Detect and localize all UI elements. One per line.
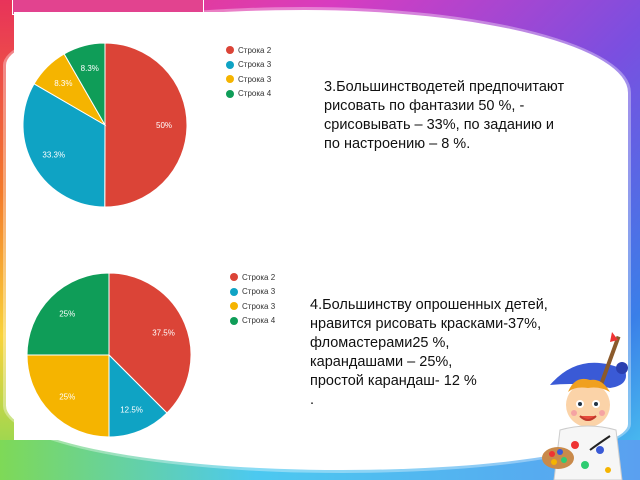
pie-chart-1: 50% 33.3% 8.3% 8.3% — [22, 42, 188, 208]
legend-item: Строка 4 — [230, 314, 275, 329]
legend-item: Строка 2 — [226, 43, 271, 58]
legend-item: Строка 3 — [226, 72, 271, 87]
legend-label: Строка 4 — [238, 89, 272, 99]
text-line: рисовать по фантазии 50 %, - — [324, 98, 525, 114]
text-line: фломастерами25 %, — [310, 335, 450, 351]
legend-swatch — [226, 60, 234, 69]
legend-label: Строка 3 — [238, 60, 272, 70]
legend-label: Строка 2 — [238, 45, 272, 55]
legend-item: Строка 2 — [230, 270, 275, 285]
legend-label: Строка 3 — [242, 301, 276, 311]
pie-data-label: 12.5% — [120, 406, 143, 415]
legend-swatch — [226, 75, 234, 84]
pie-data-label: 8.3% — [54, 79, 72, 88]
pie-chart-2: 37.5% 12.5% 25% 25% — [26, 272, 192, 438]
text-line: карандашами – 25%, — [310, 354, 453, 370]
pie-data-label: 50% — [156, 121, 172, 130]
pie-slice — [108, 272, 192, 414]
text-line: . — [310, 392, 315, 408]
legend-item: Строка 3 — [226, 58, 271, 73]
pie-legend-1: Строка 2 Строка 3 Строка 3 Строка 4 — [226, 43, 271, 101]
text-line: по настроению – 8 %. — [324, 136, 471, 152]
text-block-3: 3.Большинстводетей предпочитают рисовать… — [324, 78, 564, 154]
pie-data-label: 37.5% — [152, 328, 175, 337]
legend-label: Строка 3 — [238, 74, 272, 84]
pie-slice — [63, 42, 106, 127]
text-line: простой карандаш- 12 % — [310, 373, 477, 389]
text-line: нравится рисовать красками-37%, — [310, 316, 542, 332]
legend-item: Строка 3 — [230, 285, 275, 300]
legend-swatch — [230, 273, 238, 282]
legend-label: Строка 2 — [242, 272, 276, 282]
legend-label: Строка 4 — [242, 316, 276, 326]
text-line: срисовывать – 33%, по заданию и — [324, 117, 554, 133]
legend-swatch — [226, 89, 234, 98]
legend-swatch — [230, 302, 238, 311]
pie-legend-2: Строка 2 Строка 3 Строка 3 Строка 4 — [230, 270, 275, 328]
pie-slice — [108, 353, 168, 438]
legend-item: Строка 4 — [226, 87, 271, 102]
pie-slice — [22, 83, 106, 208]
pie-slice — [26, 272, 110, 356]
child-artist-illustration — [542, 332, 628, 480]
pie-data-label: 33.3% — [42, 150, 65, 159]
legend-swatch — [230, 287, 238, 296]
pie-data-label: 25% — [59, 393, 75, 402]
legend-label: Строка 3 — [242, 287, 276, 297]
text-line: 4.Большинству опрошенных детей, — [310, 297, 548, 313]
pie-data-label: 25% — [59, 309, 75, 318]
legend-item: Строка 3 — [230, 299, 275, 314]
text-block-4: 4.Большинству опрошенных детей, нравится… — [310, 296, 548, 410]
legend-swatch — [226, 46, 234, 55]
legend-swatch — [230, 316, 238, 325]
pie-data-label: 8.3% — [81, 64, 99, 73]
pie-slice — [104, 42, 188, 208]
text-line: 3.Большинстводетей предпочитают — [324, 79, 565, 95]
pie-slice — [26, 354, 110, 438]
